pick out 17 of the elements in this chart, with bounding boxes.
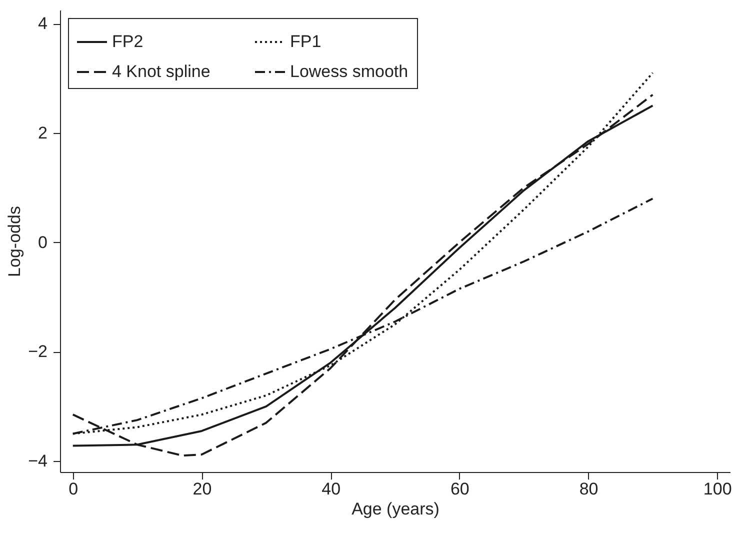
y-axis-title: Log-odds [5, 206, 24, 277]
y-tick-label: 0 [38, 232, 48, 252]
legend-label: FP2 [112, 32, 144, 51]
legend-label: 4 Knot spline [112, 62, 210, 81]
x-axis-title: Age (years) [352, 500, 440, 518]
x-tick-label: 20 [192, 480, 212, 498]
x-tick-label: 100 [703, 480, 732, 498]
y-tick-label: −4 [28, 452, 48, 471]
x-tick-label: 0 [68, 480, 78, 498]
y-tick-label: 4 [38, 14, 48, 34]
y-tick-label: 2 [38, 124, 48, 143]
legend-label: Lowess smooth [290, 62, 408, 81]
x-tick-label: 80 [579, 480, 598, 498]
x-tick-label: 60 [450, 480, 470, 498]
legend-label: FP1 [290, 32, 322, 51]
x-tick-label: 40 [322, 480, 341, 498]
y-tick-label: −2 [28, 342, 48, 362]
